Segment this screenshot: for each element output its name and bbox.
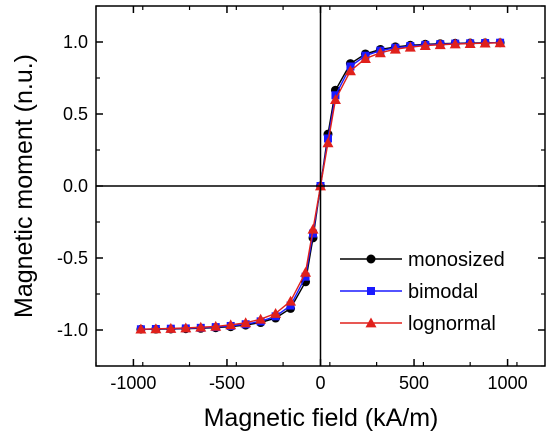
lognormal-point	[359, 53, 371, 63]
lognormal-point	[255, 313, 267, 324]
lognormal-point	[270, 307, 282, 318]
lognormal-point	[322, 137, 334, 148]
x-tick-label: 1000	[488, 373, 528, 393]
lognormal-point	[464, 38, 476, 48]
lognormal-point	[344, 65, 356, 76]
lognormal-point	[300, 266, 312, 277]
y-axis-title: Magnetic moment (n.u.)	[10, 54, 38, 318]
legend-item-monosized: monosized	[340, 249, 505, 271]
legend-label: bimodal	[408, 281, 478, 303]
y-tick-label: 0.5	[63, 104, 88, 124]
lognormal-point	[329, 94, 341, 104]
lognormal-point	[165, 322, 177, 333]
lognormal-point	[389, 43, 401, 54]
y-tick-label: 0.0	[63, 176, 88, 196]
lognormal-point	[195, 321, 207, 332]
lognormal-point	[180, 322, 192, 333]
lognormal-point	[285, 295, 297, 306]
legend-label: monosized	[408, 249, 505, 271]
y-tick-label: 1.0	[63, 32, 88, 52]
y-tick-labels: -1.0 -0.5 0.0 0.5 1.0	[57, 32, 88, 340]
x-tick-label: -500	[209, 373, 245, 393]
lognormal-point	[135, 323, 147, 334]
y-tick-label: -1.0	[57, 320, 88, 340]
legend-label: lognormal	[408, 313, 496, 335]
lognormal-point	[374, 47, 386, 58]
x-tick-label: 0	[315, 373, 325, 393]
lognormal-point	[307, 223, 319, 234]
tick-marks	[95, 5, 545, 367]
lognormal-point	[434, 39, 446, 50]
lognormal-point	[240, 317, 252, 328]
lognormal-point	[494, 37, 506, 48]
x-tick-label: -1000	[110, 373, 156, 393]
legend-swatch-marker	[365, 317, 377, 328]
lognormal-point	[479, 37, 491, 48]
x-axis-title: Magnetic field (kA/m)	[204, 404, 439, 432]
legend: monosized bimodal lognormal	[340, 249, 505, 335]
legend-swatch-marker	[367, 287, 375, 295]
legend-item-lognormal: lognormal	[340, 313, 496, 335]
lognormal-point	[225, 319, 237, 330]
legend-item-bimodal: bimodal	[340, 281, 478, 303]
lognormal-point	[150, 323, 162, 334]
lognormal-point	[404, 41, 416, 52]
legend-swatch-marker	[366, 254, 376, 264]
lognormal-point	[419, 40, 431, 50]
x-tick-label: 500	[399, 373, 429, 393]
lognormal-point	[210, 320, 222, 331]
lognormal-point	[449, 38, 461, 49]
x-tick-labels: -1000 -500 0 500 1000	[110, 373, 527, 393]
y-tick-label: -0.5	[57, 248, 88, 268]
